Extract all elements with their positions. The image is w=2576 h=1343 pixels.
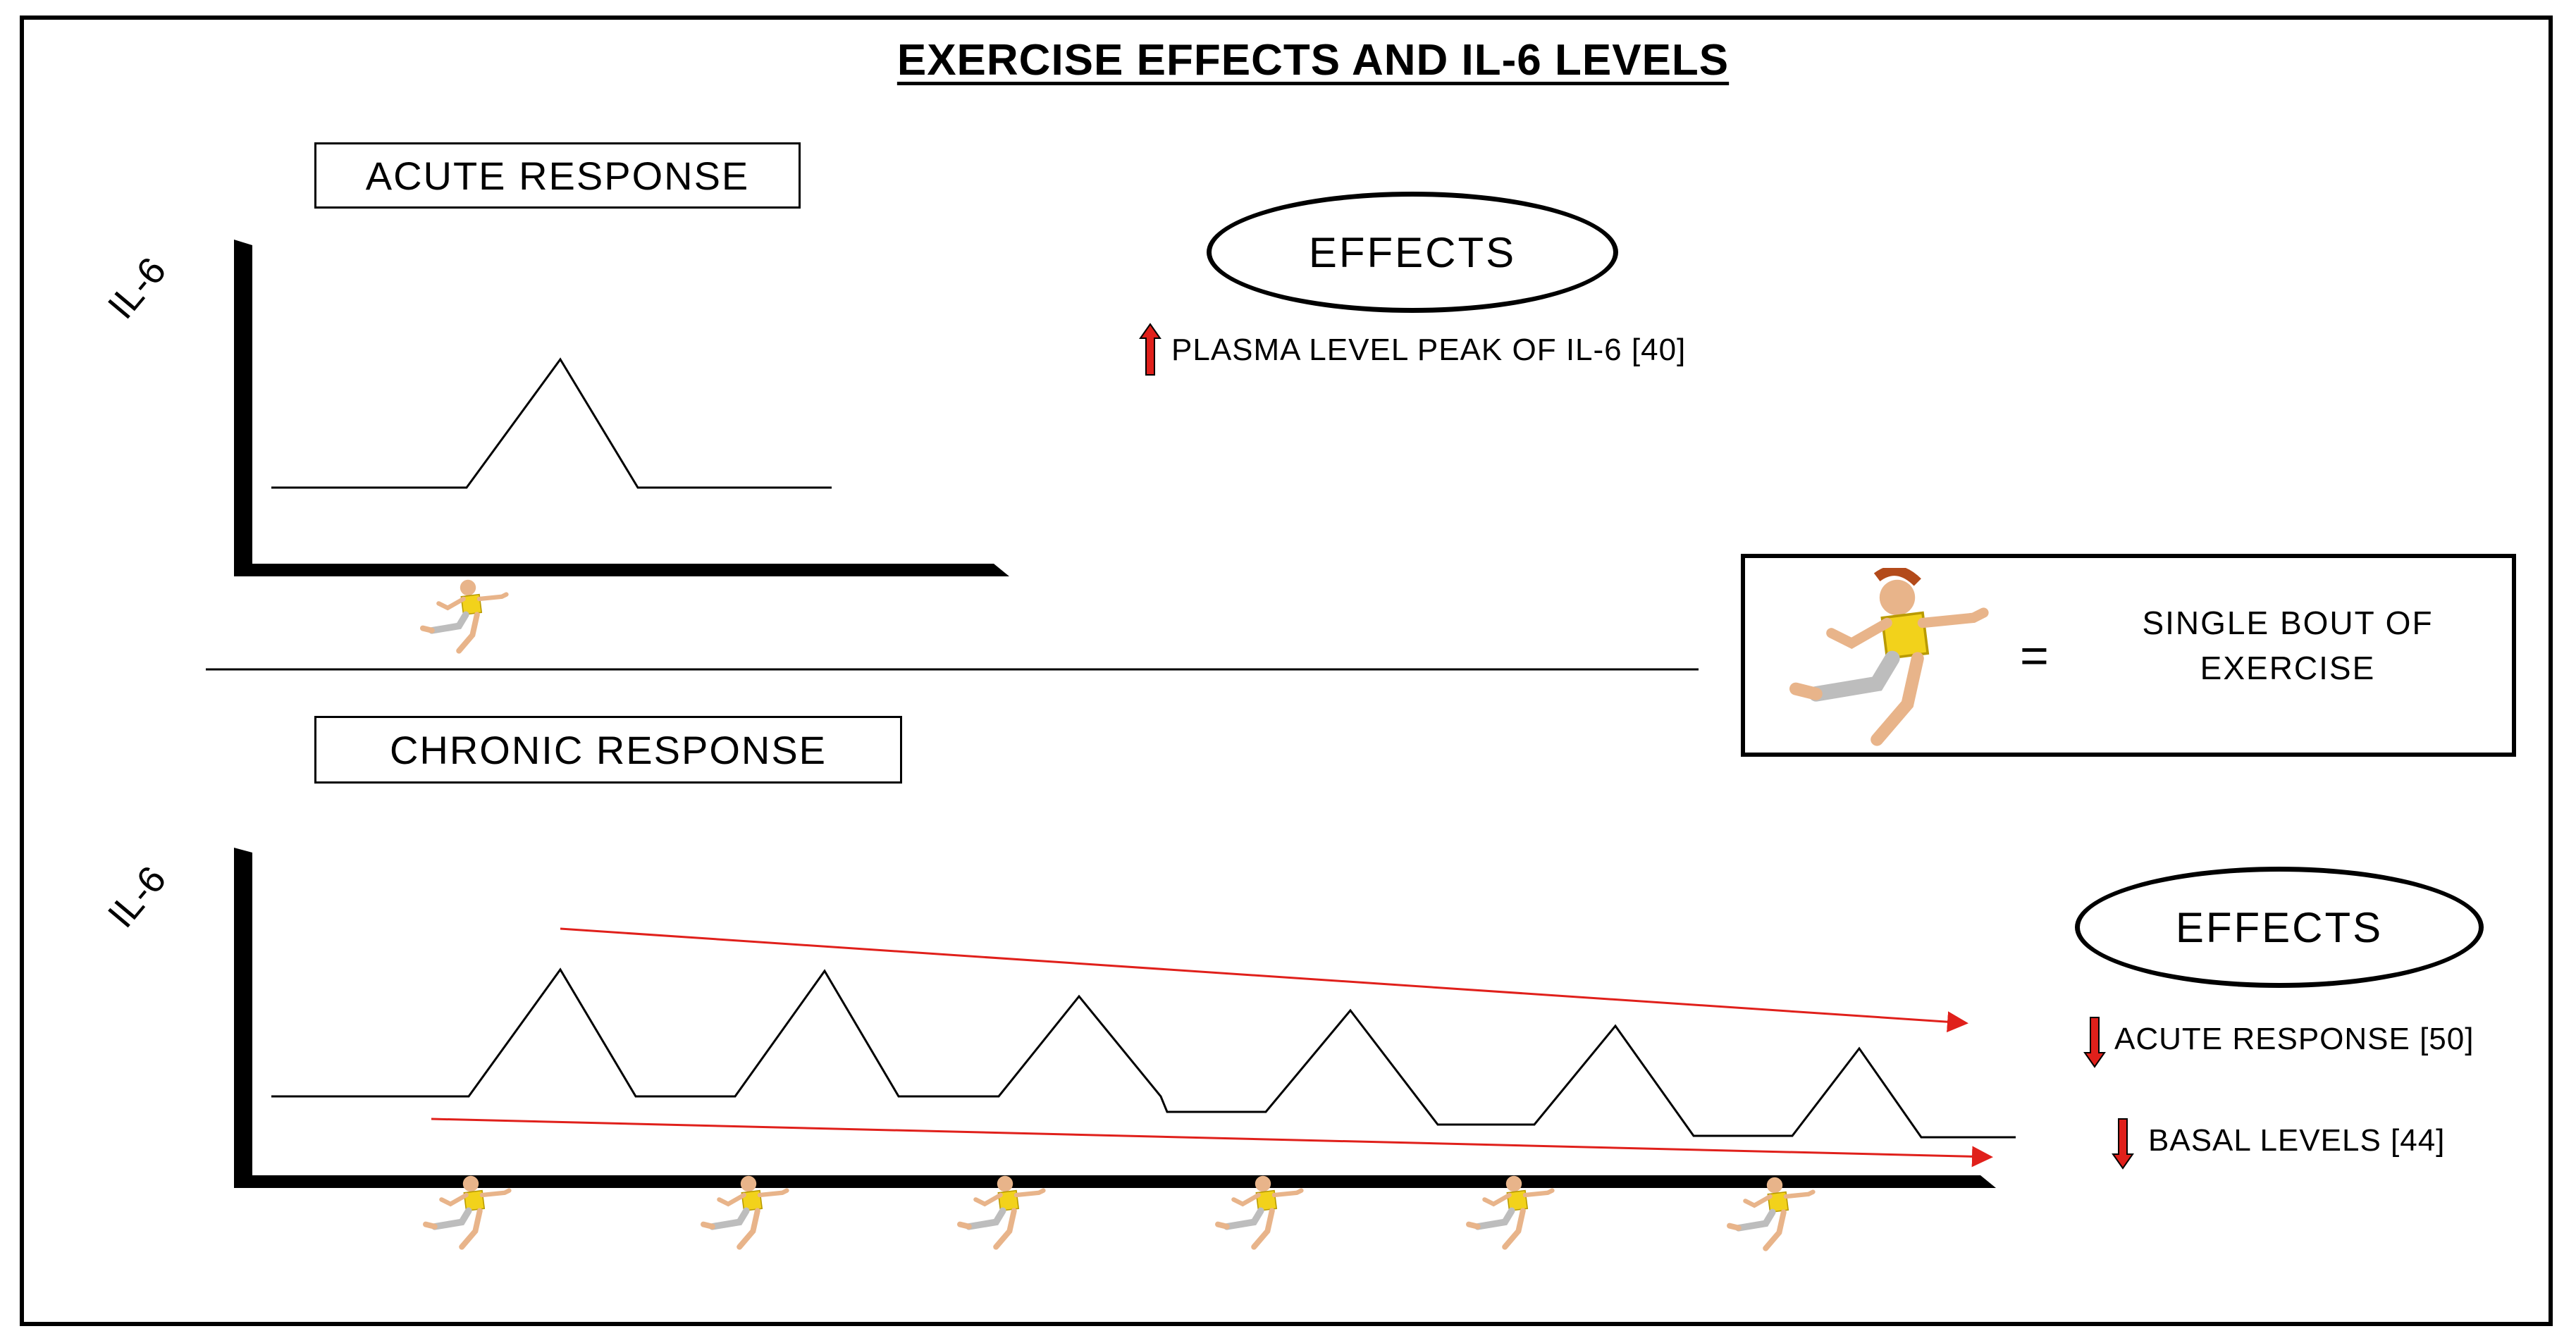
chronic-effects-ellipse: EFFECTS <box>2075 867 2484 988</box>
acute-effects-ellipse: EFFECTS <box>1207 192 1618 313</box>
acute-response-text: ACUTE RESPONSE <box>365 153 750 198</box>
chronic-effect-text-acute: ACUTE RESPONSE [50] <box>2114 1022 2475 1056</box>
legend-equals: = <box>2020 628 2049 683</box>
chronic-axes <box>234 848 1996 1188</box>
acute-effect-text: PLASMA LEVEL PEAK OF IL-6 [40] <box>1171 333 1687 367</box>
runner-icon <box>423 580 506 651</box>
basal-level-trend-arrow <box>431 1118 1993 1168</box>
up-arrow-icon <box>1139 323 1161 376</box>
acute-il6-curve <box>271 357 832 489</box>
acute-response-trend-arrow <box>560 927 1968 1033</box>
chronic-response-label: CHRONIC RESPONSE <box>314 716 902 784</box>
chronic-response-text: CHRONIC RESPONSE <box>389 727 827 772</box>
down-arrow-icon <box>2083 1017 2106 1068</box>
acute-response-label: ACUTE RESPONSE <box>314 142 801 209</box>
legend-runner-icon <box>1789 568 1989 746</box>
acute-axes <box>234 240 1009 576</box>
chronic-effects-title: EFFECTS <box>2175 903 2384 951</box>
chronic-effect-item: ACUTE RESPONSE [50] <box>2114 1022 2474 1057</box>
acute-effects-title: EFFECTS <box>1308 228 1517 276</box>
chronic-il6-curve <box>271 967 2016 1139</box>
down-arrow-icon <box>2112 1118 2134 1170</box>
legend-box: = SINGLE BOUT OF EXERCISE <box>1741 554 2516 757</box>
chronic-effect-item: BASAL LEVELS [44] <box>2148 1123 2445 1158</box>
figure-title: EXERCISE EFFECTS AND IL-6 LEVELS <box>896 36 1730 85</box>
acute-effect-item: PLASMA LEVEL PEAK OF IL-6 [40] <box>1171 333 1686 368</box>
chronic-effect-text-basal: BASAL LEVELS [44] <box>2148 1123 2446 1158</box>
legend-text: SINGLE BOUT OF EXERCISE <box>2142 605 2434 686</box>
